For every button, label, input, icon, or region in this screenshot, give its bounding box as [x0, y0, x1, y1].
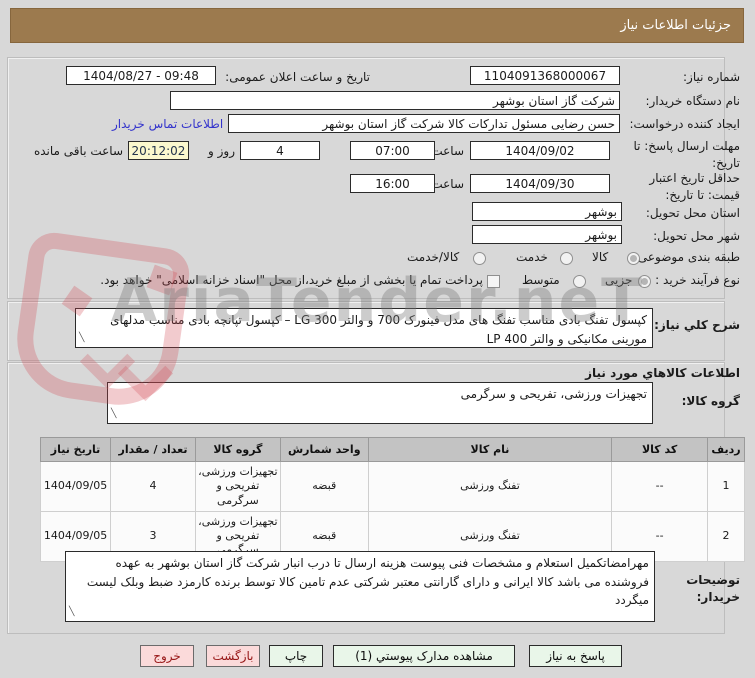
- subject-class-option-service: خدمت: [516, 250, 548, 264]
- resize-grip-icon: ╲: [69, 607, 75, 618]
- purchase-process-radio-medium[interactable]: [573, 275, 586, 288]
- remaining-suffix-label: ساعت باقی مانده: [33, 144, 123, 158]
- page-title-bar: جزئیات اطلاعات نیاز: [10, 8, 744, 43]
- col-item-code: کد کالا: [611, 437, 709, 462]
- buyer-org-field[interactable]: شرکت گاز استان بوشهر: [170, 91, 620, 110]
- treasury-docs-checkbox[interactable]: [487, 275, 500, 288]
- treasury-docs-label: پرداخت تمام یا بخشی از مبلغ خرید،از محل …: [100, 273, 483, 287]
- buyer-notes-label: توضیحات خریدار:: [686, 573, 740, 604]
- resize-grip-icon: ╲: [111, 409, 117, 420]
- reply-deadline-time-field[interactable]: 07:00: [350, 141, 435, 160]
- delivery-city-field[interactable]: بوشهر: [472, 225, 622, 244]
- delivery-city-label: شهر محل تحویل:: [653, 229, 740, 243]
- remaining-countdown-field: 20:12:02: [128, 141, 189, 160]
- item-group-label: گروه کالا:: [681, 394, 740, 408]
- cell-item-group: تجهیزات ورزشی، تفریحی و سرگرمی: [194, 461, 281, 512]
- cell-row-no: 1: [707, 461, 745, 512]
- price-validity-time-field[interactable]: 16:00: [350, 174, 435, 193]
- announce-datetime-label: تاریخ و ساعت اعلان عمومی:: [225, 70, 370, 84]
- cell-need-date: 1404/09/05: [39, 461, 112, 512]
- subject-class-radio-goods[interactable]: [627, 252, 640, 265]
- subject-class-radio-service[interactable]: [560, 252, 573, 265]
- cell-row-no: 2: [707, 510, 745, 562]
- col-unit: واحد شمارش: [279, 437, 369, 462]
- print-button[interactable]: چاپ: [269, 645, 323, 667]
- buyer-contact-link[interactable]: اطلاعات تماس خریدار: [112, 117, 224, 131]
- col-item-name: نام کالا: [367, 437, 613, 462]
- price-validity-date-field[interactable]: 1404/09/30: [470, 174, 610, 193]
- reply-deadline-hour-label: ساعت: [431, 144, 464, 158]
- col-item-group: گروه کالا: [194, 437, 281, 462]
- subject-class-radio-goods-service[interactable]: [473, 252, 486, 265]
- col-row-no: ردیف: [707, 437, 745, 462]
- reply-deadline-date-field[interactable]: 1404/09/02: [470, 141, 610, 160]
- need-description-label: شرح کلي نیاز:: [654, 318, 740, 332]
- purchase-process-label: نوع فرآیند خرید :: [655, 273, 740, 287]
- resize-grip-icon: ╲: [79, 333, 85, 344]
- purchase-process-option-minor: جزیی: [605, 273, 633, 287]
- subject-class-option-goods-service: کالا/خدمت: [407, 250, 460, 264]
- buyer-notes-textarea[interactable]: مهرامضاتکمیل استعلام و مشخصات فنی پیوست …: [65, 551, 655, 622]
- item-group-text: تجهیزات ورزشی، تفریحی و سرگرمی: [460, 387, 647, 401]
- price-validity-label: حداقل تاریخ اعتبار قیمت: تا تاریخ:: [649, 171, 740, 202]
- item-group-textarea[interactable]: تجهیزات ورزشی، تفریحی و سرگرمی ╲: [107, 382, 653, 424]
- view-attached-docs-button[interactable]: مشاهده مدارک پیوستي (1): [333, 645, 515, 667]
- delivery-province-label: استان محل تحویل:: [645, 206, 740, 220]
- request-creator-field[interactable]: حسن رضایی مسئول تدارکات کالا شرکت گاز اس…: [228, 114, 620, 133]
- cell-item-name: تفنگ ورزشی: [367, 461, 613, 512]
- cell-unit: قبضه: [279, 461, 369, 512]
- page-title: جزئیات اطلاعات نیاز: [620, 18, 731, 33]
- buyer-notes-text: مهرامضاتکمیل استعلام و مشخصات فنی پیوست …: [86, 556, 649, 608]
- cell-item-code: --: [611, 461, 709, 512]
- subject-class-label: طبقه بندی موضوعی:: [633, 250, 740, 264]
- items-section-header: اطلاعات کالاهاي مورد نیاز: [585, 366, 740, 380]
- need-description-text: کپسول تفنگ بادی مناسب تفنگ های مدل فینور…: [110, 313, 647, 346]
- remaining-days-field: 4: [240, 141, 320, 160]
- delivery-province-field[interactable]: بوشهر: [472, 202, 622, 221]
- price-validity-hour-label: ساعت: [431, 177, 464, 191]
- reply-to-need-button[interactable]: پاسخ به نیاز: [529, 645, 622, 667]
- back-button[interactable]: بازگشت: [206, 645, 260, 667]
- reply-deadline-label: مهلت ارسال پاسخ: تا تاریخ:: [633, 139, 740, 170]
- need-description-textarea[interactable]: کپسول تفنگ بادی مناسب تفنگ های مدل فینور…: [75, 308, 653, 348]
- main-fields-groupbox: [7, 57, 725, 299]
- purchase-process-option-medium: متوسط: [522, 273, 560, 287]
- items-table: ردیف کد کالا نام کالا واحد شمارش گروه کا…: [39, 437, 745, 562]
- col-need-date: تاریخ نیاز: [39, 437, 112, 462]
- announce-datetime-field[interactable]: 1404/08/27 - 09:48: [66, 66, 216, 85]
- cell-quantity: 4: [110, 461, 196, 512]
- need-number-label: شماره نیاز:: [683, 70, 740, 84]
- remaining-days-label: روز و: [208, 144, 235, 158]
- table-row: 1 -- تفنگ ورزشی قبضه تجهیزات ورزشی، تفری…: [39, 461, 745, 512]
- description-groupbox: [7, 301, 725, 361]
- purchase-process-radio-minor[interactable]: [638, 275, 651, 288]
- items-table-header-row: ردیف کد کالا نام کالا واحد شمارش گروه کا…: [39, 437, 745, 462]
- subject-class-option-goods: کالا: [592, 250, 609, 264]
- buyer-org-label: نام دستگاه خریدار:: [645, 94, 741, 108]
- col-quantity: تعداد / مقدار: [110, 437, 196, 462]
- exit-button[interactable]: خروج: [140, 645, 194, 667]
- request-creator-label: ایجاد کننده درخواست:: [629, 117, 740, 131]
- need-number-field[interactable]: 1104091368000067: [470, 66, 620, 85]
